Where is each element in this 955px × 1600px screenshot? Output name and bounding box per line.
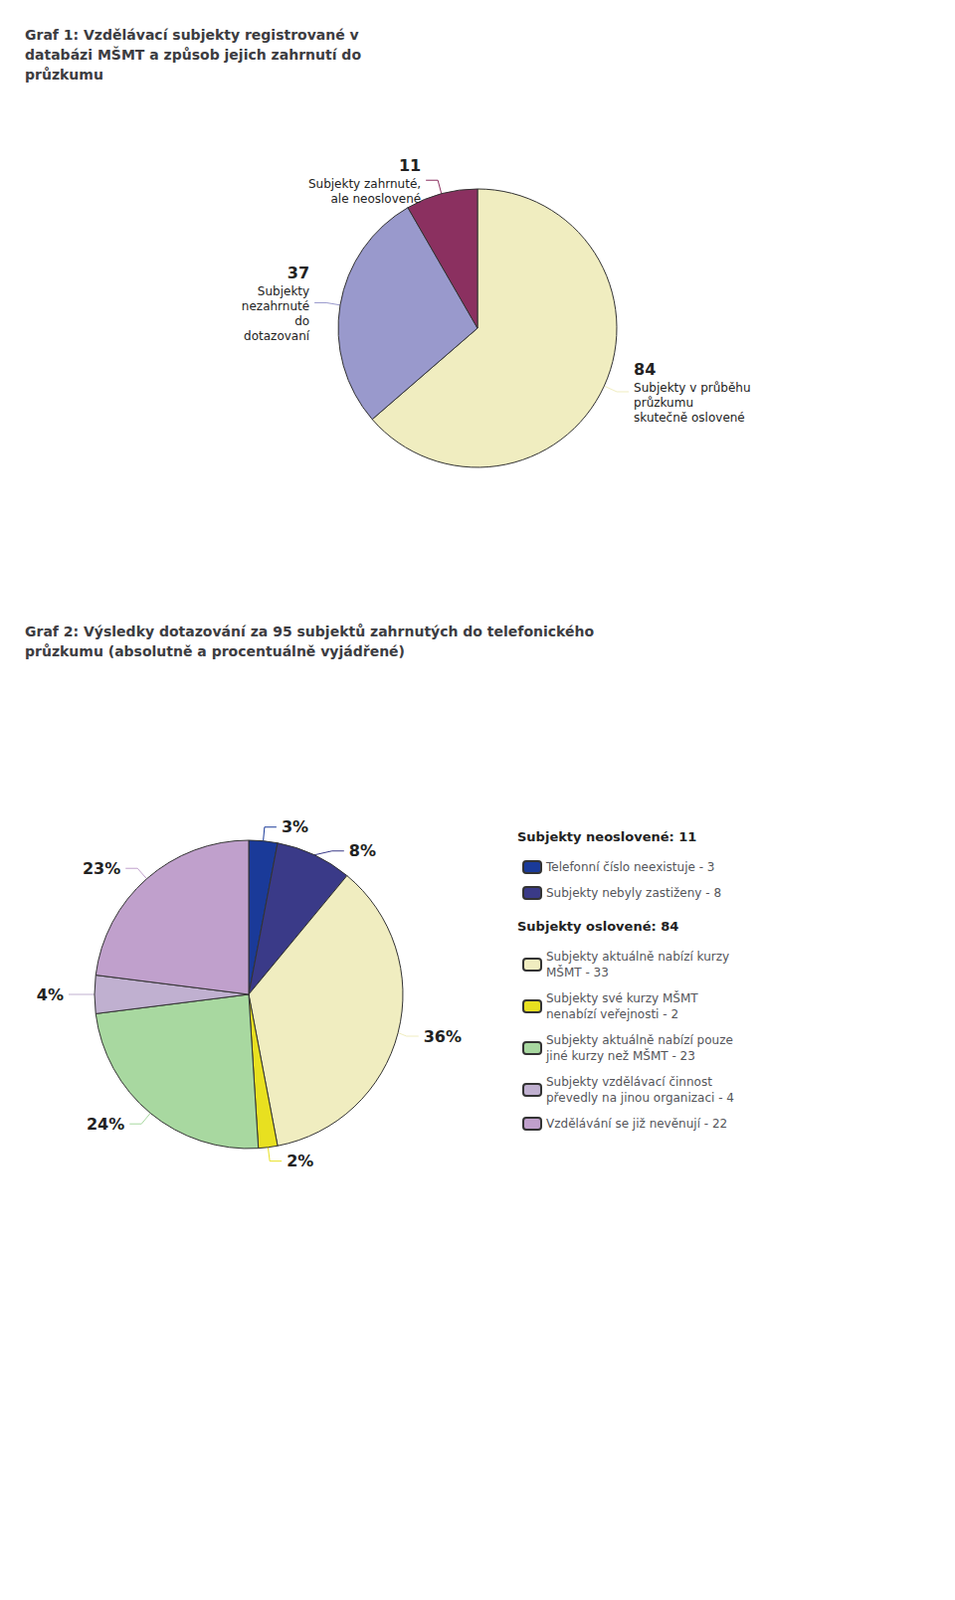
svg-text:23%: 23% (82, 859, 121, 879)
svg-text:průzkumu: průzkumu (633, 395, 694, 410)
svg-text:11: 11 (398, 156, 421, 176)
svg-text:36%: 36% (423, 1027, 462, 1047)
svg-text:8%: 8% (349, 841, 377, 861)
svg-text:MŠMT - 33: MŠMT - 33 (546, 964, 609, 980)
svg-text:Subjekty zahrnuté,: Subjekty zahrnuté, (308, 177, 421, 191)
svg-text:37: 37 (287, 263, 310, 283)
svg-text:Subjekty vzdělávací činnost: Subjekty vzdělávací činnost (546, 1075, 713, 1090)
svg-text:nezahrnuté: nezahrnuté (241, 299, 310, 314)
svg-text:Subjekty aktuálně nabízí kurzy: Subjekty aktuálně nabízí kurzy (546, 950, 730, 964)
svg-text:3%: 3% (281, 817, 309, 837)
svg-text:Graf 1: Vzdělávací subjekty re: Graf 1: Vzdělávací subjekty registrované… (24, 26, 360, 43)
svg-text:Subjekty nebyly zastiženy - 8: Subjekty nebyly zastiženy - 8 (546, 886, 722, 901)
svg-text:převedly na jinou organizaci -: převedly na jinou organizaci - 4 (546, 1091, 735, 1106)
svg-text:24%: 24% (86, 1115, 125, 1135)
svg-text:Telefonní číslo neexistuje - 3: Telefonní číslo neexistuje - 3 (545, 860, 715, 875)
svg-text:2%: 2% (286, 1151, 314, 1171)
svg-text:nenabízí veřejnosti - 2: nenabízí veřejnosti - 2 (546, 1007, 679, 1022)
svg-text:84: 84 (633, 360, 656, 380)
svg-text:Subjekty neoslovené: 11: Subjekty neoslovené: 11 (517, 829, 697, 845)
svg-text:dotazovaní: dotazovaní (243, 329, 311, 344)
svg-text:Subjekty: Subjekty (257, 284, 310, 299)
svg-text:průzkumu (absolutně a procentu: průzkumu (absolutně a procentuálně vyjád… (24, 643, 405, 660)
svg-text:Subjekty oslovené: 84: Subjekty oslovené: 84 (517, 919, 679, 935)
svg-text:průzkumu: průzkumu (24, 66, 104, 83)
svg-text:do: do (294, 314, 310, 329)
svg-text:Vzdělávání se již nevěnují - 2: Vzdělávání se již nevěnují - 22 (546, 1117, 728, 1132)
svg-text:Subjekty své kurzy MŠMT: Subjekty své kurzy MŠMT (546, 990, 699, 1006)
svg-text:Subjekty aktuálně nabízí pouze: Subjekty aktuálně nabízí pouze (546, 1033, 734, 1048)
svg-text:ale neoslovené: ale neoslovené (331, 191, 422, 206)
svg-text:Subjekty v průběhu: Subjekty v průběhu (633, 381, 751, 395)
svg-text:databázi MŠMT a způsob jejich: databázi MŠMT a způsob jejich zahrnutí d… (24, 45, 362, 63)
svg-text:skutečně oslovené: skutečně oslovené (633, 410, 746, 425)
svg-text:4%: 4% (36, 985, 64, 1005)
svg-text:jiné kurzy než MŠMT - 23: jiné kurzy než MŠMT - 23 (545, 1048, 696, 1064)
svg-text:Graf 2: Výsledky dotazování za: Graf 2: Výsledky dotazování za 95 subjek… (24, 623, 595, 640)
